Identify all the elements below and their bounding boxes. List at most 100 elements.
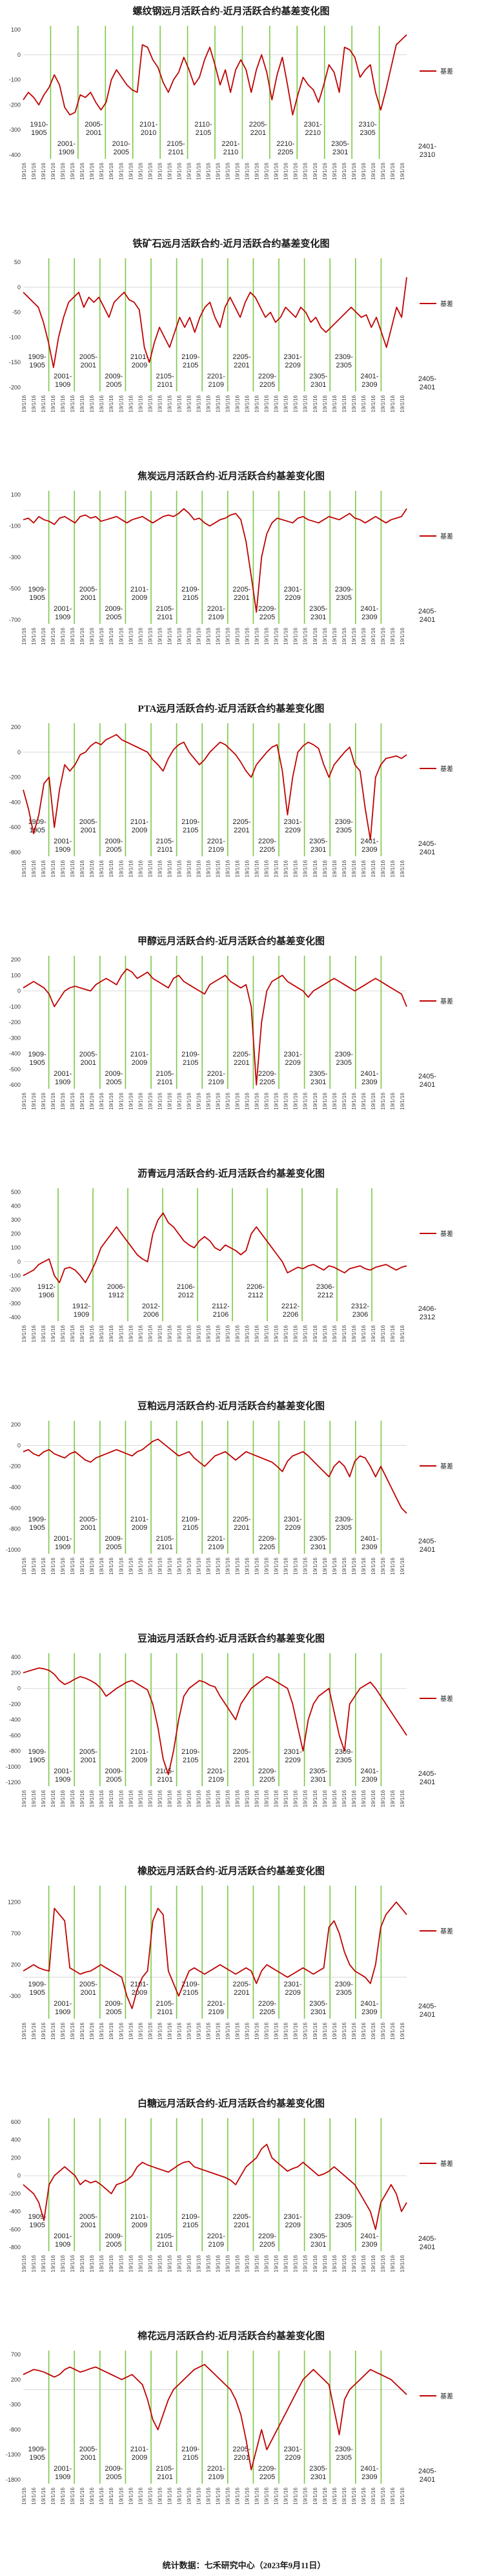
x-tick-label: 19/1/16 xyxy=(118,2023,124,2040)
x-tick-label: 19/1/16 xyxy=(60,860,66,877)
segment-label: 2109-2105 xyxy=(181,1051,199,1067)
x-tick-label: 19/1/16 xyxy=(196,627,202,644)
x-tick-label: 19/1/16 xyxy=(225,1557,231,1574)
segment-label: 2005-2001 xyxy=(85,121,103,137)
y-tick-label: -600 xyxy=(9,1505,21,1511)
chart-panel: PTA远月活跃合约-近月活跃合约基差变化图 200 0 -200 -400 -600 -80… xyxy=(0,697,488,930)
legend-label: 基差 xyxy=(440,1695,453,1703)
x-tick-label: 19/1/16 xyxy=(21,860,27,877)
x-tick-label: 19/1/16 xyxy=(400,2487,405,2504)
y-tick-label: -400 xyxy=(9,799,21,805)
x-tick-label: 19/1/16 xyxy=(293,627,299,644)
x-tick-label: 19/1/16 xyxy=(99,1092,105,1109)
x-tick-label: 19/1/16 xyxy=(312,2487,318,2504)
x-tick-label: 19/1/16 xyxy=(176,1557,182,1574)
x-tick-label: 19/1/16 xyxy=(264,395,270,412)
y-tick-label: -600 xyxy=(9,1732,21,1738)
x-tick-label: 19/1/16 xyxy=(167,1557,172,1574)
x-tick-label: 19/1/16 xyxy=(196,860,202,877)
x-tick-label: 19/1/16 xyxy=(147,2254,153,2272)
segment-label: 2009-2005 xyxy=(105,1535,123,1551)
segment-label: 2101-2009 xyxy=(130,1748,148,1764)
y-tick-label: 200 xyxy=(11,1961,21,1968)
x-tick-label: 19/1/16 xyxy=(254,1324,260,1342)
x-tick-label: 19/1/16 xyxy=(332,2022,338,2039)
segment-label: 2405-2401 xyxy=(418,2468,436,2484)
y-tick-label: -600 xyxy=(9,824,21,830)
segment-label: 2009-2005 xyxy=(105,2000,123,2016)
x-tick-label: 19/1/16 xyxy=(89,1324,95,1342)
basis-chart: 棉花远月活跃合约-近月活跃合约基差变化图 700 200 -300 -800 -1300 -… xyxy=(6,2330,453,2505)
x-tick-label: 19/1/16 xyxy=(118,628,124,645)
chart-panel: 焦炭远月活跃合约-近月活跃合约基差变化图 100 -100 -300 -500 -700 1… xyxy=(0,465,488,697)
x-tick-label: 19/1/16 xyxy=(274,860,280,877)
y-tick-label: -400 xyxy=(9,1484,21,1490)
x-tick-label: 19/1/16 xyxy=(70,162,76,180)
segment-label: 2405-2401 xyxy=(418,2003,436,2019)
x-tick-label: 19/1/16 xyxy=(380,1789,386,1807)
x-tick-label: 19/1/16 xyxy=(167,395,172,412)
segment-label: 2001-1909 xyxy=(57,140,76,156)
x-tick-label: 19/1/16 xyxy=(137,2022,143,2039)
x-tick-label: 19/1/16 xyxy=(89,2022,95,2039)
segment-label: 2309-2305 xyxy=(335,1748,353,1764)
x-tick-label: 19/1/16 xyxy=(50,860,56,877)
y-tick-label: 200 xyxy=(11,1231,21,1237)
segment-label: 2101-2009 xyxy=(130,2446,148,2462)
segment-label: 2209-2205 xyxy=(258,605,276,621)
y-tick-label: -300 xyxy=(9,1035,21,1041)
x-tick-label: 19/1/16 xyxy=(60,1092,66,1109)
x-tick-label: 19/1/16 xyxy=(137,627,143,644)
x-tick-label: 19/1/16 xyxy=(293,2487,299,2504)
y-tick-label: 300 xyxy=(11,1217,21,1223)
segment-label: 2001-1909 xyxy=(54,2465,72,2481)
x-tick-label: 19/1/16 xyxy=(400,1557,405,1574)
segment-label: 2001-1909 xyxy=(54,1070,72,1086)
y-tick-label: -600 xyxy=(9,2226,21,2232)
x-tick-label: 19/1/16 xyxy=(235,1324,241,1342)
x-tick-label: 19/1/16 xyxy=(264,1557,270,1574)
y-tick-label: -700 xyxy=(9,617,21,623)
segment-label: 2201-2109 xyxy=(207,2465,225,2481)
x-tick-label: 19/1/16 xyxy=(99,1557,105,1574)
x-tick-label: 19/1/16 xyxy=(41,395,46,413)
segment-label: 1910-1905 xyxy=(30,121,48,137)
y-tick-label: -500 xyxy=(9,1066,21,1073)
x-tick-label: 19/1/16 xyxy=(341,395,347,412)
x-tick-label: 19/1/16 xyxy=(322,860,328,877)
x-tick-label: 19/1/16 xyxy=(400,2022,405,2039)
x-tick-label: 19/1/16 xyxy=(89,2254,95,2272)
x-tick-label: 19/1/16 xyxy=(216,2022,221,2039)
x-tick-label: 19/1/16 xyxy=(254,1092,260,1109)
x-tick-label: 19/1/16 xyxy=(274,395,280,412)
x-tick-label: 19/1/16 xyxy=(361,2254,367,2272)
y-tick-label: -100 xyxy=(9,523,21,530)
segment-label: 1909-1905 xyxy=(28,1516,46,1532)
x-tick-label: 19/1/16 xyxy=(50,1324,56,1342)
y-tick-label: -200 xyxy=(9,1286,21,1293)
x-tick-label: 19/1/16 xyxy=(167,1324,172,1342)
x-tick-label: 19/1/16 xyxy=(245,1557,250,1574)
x-tick-label: 19/1/16 xyxy=(70,2254,76,2272)
x-tick-label: 19/1/16 xyxy=(341,2254,347,2272)
x-tick-label: 19/1/16 xyxy=(79,1558,85,1575)
segment-label: 1912-1906 xyxy=(37,1283,56,1299)
x-tick-label: 19/1/16 xyxy=(341,1789,347,1807)
x-tick-label: 19/1/16 xyxy=(89,2487,95,2504)
y-tick-label: -100 xyxy=(9,1272,21,1279)
x-tick-label: 19/1/16 xyxy=(108,2487,114,2504)
x-tick-label: 19/1/16 xyxy=(264,2022,270,2039)
x-tick-label: 19/1/16 xyxy=(167,1092,172,1109)
x-tick-label: 19/1/16 xyxy=(196,1557,202,1574)
x-tick-label: 19/1/16 xyxy=(118,163,124,180)
x-tick-label: 19/1/16 xyxy=(147,1092,153,1109)
x-tick-label: 19/1/16 xyxy=(79,860,85,878)
y-tick-label: -100 xyxy=(9,334,21,340)
segment-label: 2109-2105 xyxy=(181,1981,199,1997)
x-tick-label: 19/1/16 xyxy=(361,627,367,644)
x-tick-label: 19/1/16 xyxy=(283,1557,289,1574)
x-tick-label: 19/1/16 xyxy=(60,627,66,644)
x-tick-label: 19/1/16 xyxy=(390,1092,396,1109)
segment-label: 2305-2301 xyxy=(309,1070,327,1086)
x-tick-label: 19/1/16 xyxy=(108,1789,114,1807)
